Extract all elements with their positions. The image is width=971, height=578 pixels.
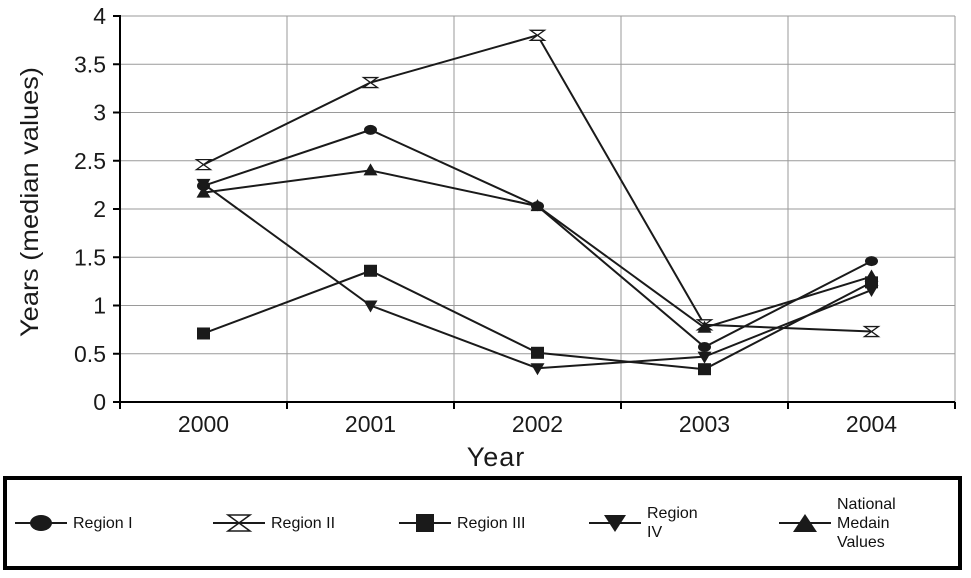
circle-marker-icon [15,515,67,531]
y-tick-label: 1 [93,293,106,319]
series-line [202,183,872,370]
y-axis-label: Years (median values) [16,67,44,337]
data-point-square [197,327,210,340]
axes [116,15,955,409]
y-tick-label: 0 [93,389,106,415]
y-tick-labels: 0 0.5 1 1.5 2 2.5 3 3.5 4 [74,3,120,415]
series-line [203,128,872,349]
data-point-triangle-up [363,163,378,176]
square-marker-icon [399,514,451,532]
data-point-square [698,363,711,376]
data-point-triangle-up [864,269,879,282]
data-point-triangle-down [697,351,712,364]
x-axis-label: Year [467,442,526,472]
data-point-triangle-down [864,285,879,298]
x-tick-label: 2002 [512,411,563,437]
legend-item-national-median: National Medain Values [777,480,907,566]
x-tick-label: 2004 [846,411,897,437]
y-tick-label: 0.5 [74,341,106,367]
legend: Region I Region II Region III Region IV … [3,476,962,570]
data-point-circle [364,124,377,135]
y-tick-label: 3.5 [74,51,106,77]
series-line [203,169,872,329]
hourglass-x-marker-icon [213,514,265,532]
data-point-hourglass [194,158,213,171]
series-group [194,29,881,376]
series-line [203,34,872,333]
series-3 [197,264,878,376]
data-point-hourglass [862,325,881,338]
triangle-up-marker-icon [779,514,831,532]
x-tick-labels: 2000 2001 2002 2003 2004 [119,402,956,437]
legend-label: Region I [73,514,133,532]
legend-label: Region III [457,514,526,532]
line-chart: 0 0.5 1 1.5 2 2.5 3 3.5 4 2000 2001 2002 2003 2004 Y… [16,3,956,472]
legend-item-region-i: Region I [13,480,133,566]
y-tick-label: 2 [93,196,106,222]
data-point-square [531,346,544,359]
legend-item-region-iv: Region IV [587,480,717,566]
legend-label: National Medain Values [837,495,896,551]
data-point-hourglass [361,76,380,89]
data-point-triangle-down [363,300,378,313]
legend-item-region-ii: Region II [211,480,335,566]
y-tick-label: 1.5 [74,244,106,270]
data-point-circle [698,341,711,352]
data-point-circle [865,256,878,267]
series-5 [196,163,879,333]
x-tick-label: 2003 [679,411,730,437]
x-tick-label: 2001 [345,411,396,437]
series-1 [197,124,878,352]
legend-label: Region IV [647,505,698,541]
data-point-square [364,264,377,277]
data-point-triangle-down [530,363,545,376]
data-point-triangle-up [196,185,211,198]
data-point-hourglass [528,29,547,41]
data-point-triangle-up [530,199,545,212]
legend-item-region-iii: Region III [397,480,527,566]
triangle-down-marker-icon [589,515,641,532]
y-tick-label: 3 [93,100,106,126]
series-2 [194,29,881,338]
data-point-triangle-down [196,178,211,191]
gridlines [120,15,956,402]
y-tick-label: 2.5 [74,148,106,174]
x-tick-label: 2000 [178,411,229,437]
data-point-triangle-up [697,320,712,333]
y-tick-label: 4 [93,3,106,29]
series-4 [196,178,879,376]
legend-label: Region II [271,514,336,532]
